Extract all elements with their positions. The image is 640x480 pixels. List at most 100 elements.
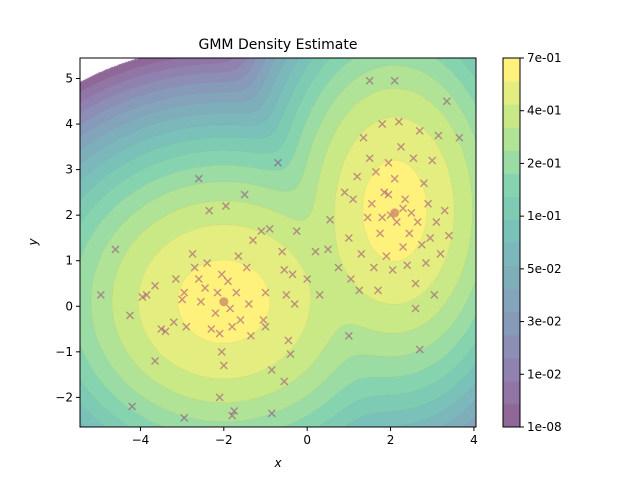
colorbar-band bbox=[503, 127, 520, 151]
sample-point bbox=[207, 325, 216, 334]
sample-point bbox=[190, 263, 199, 272]
sample-point bbox=[142, 290, 151, 299]
sample-point bbox=[434, 131, 443, 140]
sample-point bbox=[111, 245, 120, 254]
y-axis: −2 −1 0 1 2 3 4 5 bbox=[55, 72, 80, 404]
sample-point bbox=[284, 336, 293, 345]
sample-point bbox=[374, 286, 383, 295]
colorbar-tick-label: 5e-02 bbox=[527, 262, 562, 276]
sample-point bbox=[228, 411, 237, 420]
sample-point bbox=[401, 195, 410, 204]
plot-area bbox=[80, 58, 476, 427]
sample-point bbox=[369, 263, 378, 272]
sample-point bbox=[367, 199, 376, 208]
colorbar-tick-label: 1e-08 bbox=[527, 420, 562, 434]
colorbar-band bbox=[503, 380, 520, 405]
contour-line bbox=[80, 58, 476, 427]
sample-point bbox=[419, 179, 428, 188]
sample-point bbox=[407, 208, 416, 217]
colorbar-tick-label: 3e-02 bbox=[527, 315, 562, 329]
sample-point bbox=[240, 190, 249, 199]
sample-point bbox=[248, 236, 257, 245]
sample-point bbox=[324, 245, 333, 254]
sample-point bbox=[432, 218, 441, 226]
sample-point bbox=[242, 263, 251, 272]
colorbar-band bbox=[503, 334, 520, 359]
sample-point bbox=[417, 240, 426, 249]
sample-point bbox=[157, 325, 166, 334]
sample-point bbox=[292, 227, 301, 236]
y-tick-label: −2 bbox=[55, 390, 73, 404]
x-tick-label: 4 bbox=[470, 433, 478, 447]
sample-point bbox=[259, 315, 268, 324]
sample-point bbox=[303, 274, 312, 283]
sample-point bbox=[399, 243, 408, 252]
sample-point bbox=[363, 213, 372, 222]
sample-point bbox=[399, 204, 408, 213]
sample-point bbox=[353, 172, 362, 181]
colorbar-tick-label: 2e-01 bbox=[527, 156, 562, 170]
sample-point bbox=[315, 290, 324, 299]
colorbar-band bbox=[503, 242, 520, 267]
sample-point bbox=[413, 218, 422, 226]
sample-point bbox=[215, 393, 224, 402]
contour-line bbox=[90, 64, 476, 423]
sample-point bbox=[267, 366, 276, 375]
sample-point bbox=[274, 158, 282, 167]
sample-point bbox=[394, 117, 403, 126]
sample-point bbox=[180, 288, 189, 297]
sample-point bbox=[280, 265, 289, 274]
sample-point bbox=[217, 270, 226, 279]
sample-point bbox=[442, 97, 451, 106]
contour-line bbox=[80, 58, 476, 427]
colorbar: 1e-08 1e-02 3e-02 5e-02 1e-01 2e-01 4e-01 7e-01 bbox=[502, 51, 562, 434]
sample-point bbox=[221, 202, 230, 211]
sample-point bbox=[415, 345, 424, 354]
sample-point bbox=[359, 133, 368, 142]
sample-point bbox=[228, 322, 237, 331]
sample-point bbox=[280, 377, 289, 386]
y-tick-label: 0 bbox=[65, 299, 73, 313]
sample-point bbox=[405, 229, 414, 238]
x-tick-label: 0 bbox=[303, 433, 311, 447]
colorbar-band bbox=[503, 288, 520, 313]
contour-line bbox=[137, 116, 455, 380]
center-marker bbox=[390, 208, 400, 218]
sample-point bbox=[371, 167, 380, 176]
x-axis: −4 −2 0 2 4 bbox=[132, 427, 478, 447]
sample-point bbox=[426, 233, 435, 242]
colorbar-band bbox=[503, 196, 520, 220]
colorbar-tick-label: 1e-02 bbox=[527, 367, 562, 381]
sample-point bbox=[96, 290, 105, 299]
sample-point bbox=[436, 249, 445, 258]
chart-title: GMM Density Estimate bbox=[199, 37, 358, 53]
sample-point bbox=[171, 274, 180, 283]
sample-point bbox=[126, 311, 135, 320]
colorbar-band bbox=[503, 58, 520, 82]
contour-line bbox=[80, 58, 476, 427]
colorbar-tick-label: 4e-01 bbox=[527, 104, 562, 118]
contour-line bbox=[80, 58, 235, 103]
sample-point bbox=[213, 288, 222, 297]
sample-point bbox=[194, 274, 203, 283]
sample-point bbox=[211, 309, 220, 318]
sample-point bbox=[203, 259, 212, 267]
sample-point bbox=[357, 249, 366, 258]
y-tick-label: 1 bbox=[65, 254, 73, 268]
colorbar-band bbox=[503, 311, 520, 336]
sample-point bbox=[261, 322, 270, 331]
sample-point bbox=[311, 247, 320, 256]
sample-point bbox=[215, 329, 224, 338]
contour-line bbox=[80, 58, 266, 138]
sample-point bbox=[376, 229, 385, 238]
contour-lines bbox=[80, 58, 476, 427]
colorbar-ticks: 1e-08 1e-02 3e-02 5e-02 1e-01 2e-01 4e-01 7e-01 bbox=[520, 51, 562, 434]
sample-point bbox=[382, 252, 391, 261]
sample-point bbox=[217, 347, 226, 356]
y-axis-label: y bbox=[26, 238, 40, 247]
colorbar-band bbox=[503, 219, 520, 243]
colorbar-band bbox=[503, 265, 520, 290]
sample-point bbox=[290, 300, 299, 308]
sample-point bbox=[421, 259, 430, 267]
